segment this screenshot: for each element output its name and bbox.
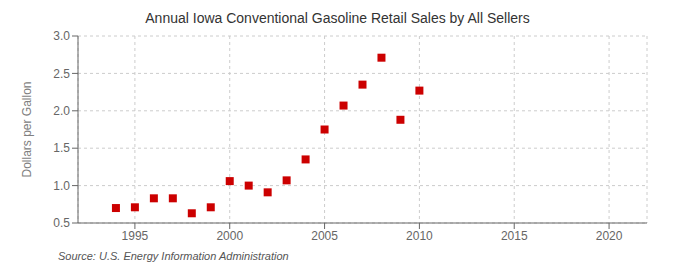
svg-text:1.0: 1.0 — [53, 179, 70, 193]
svg-text:3.0: 3.0 — [53, 29, 70, 43]
svg-text:1.5: 1.5 — [53, 141, 70, 155]
svg-text:2005: 2005 — [311, 229, 338, 243]
html-text:Annual Iowa Conventional Gasol: Annual Iowa Conventional Gasoline Retail… — [145, 10, 530, 26]
svg-text:0.5: 0.5 — [53, 216, 70, 230]
svg-text:2000: 2000 — [216, 229, 243, 243]
svg-text:2.5: 2.5 — [53, 67, 70, 81]
svg-text:Dollars per Gallon: Dollars per Gallon — [20, 81, 34, 177]
svg-text:2015: 2015 — [501, 229, 528, 243]
svg-text:2020: 2020 — [596, 229, 623, 243]
svg-text:2.0: 2.0 — [53, 104, 70, 118]
svg-text:1995: 1995 — [122, 229, 149, 243]
svg-text:2010: 2010 — [406, 229, 433, 243]
html-text:Source: U.S. Energy Informatio: Source: U.S. Energy Information Administ… — [58, 250, 289, 262]
